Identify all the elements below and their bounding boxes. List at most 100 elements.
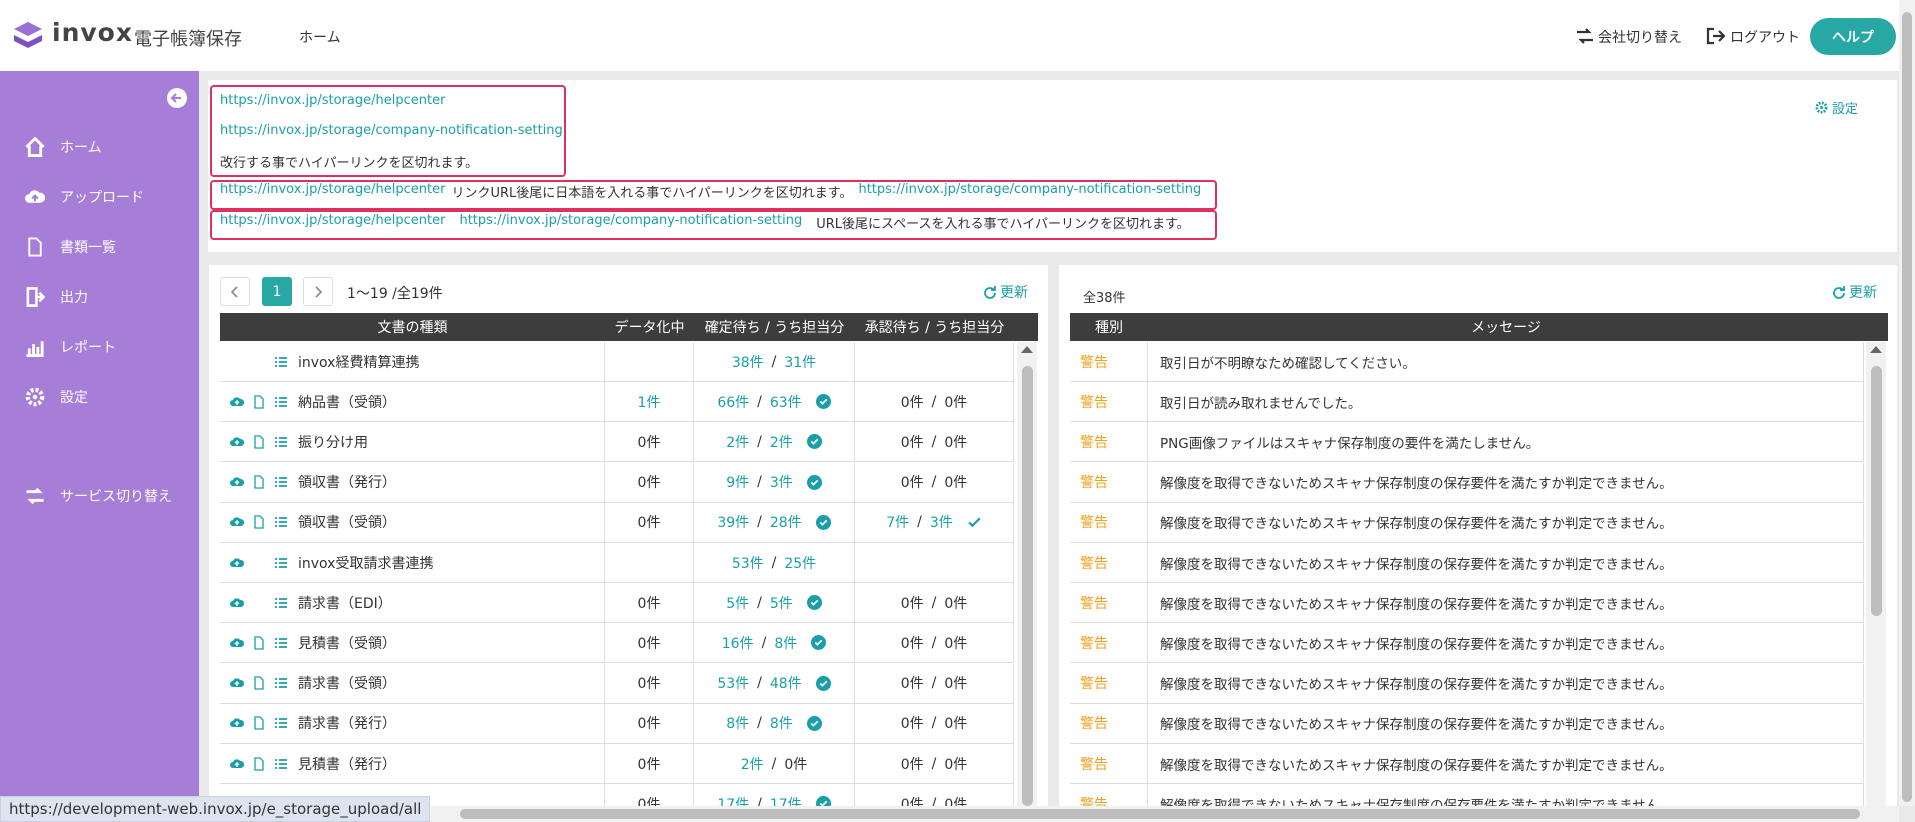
logout[interactable]: ログアウト (1730, 30, 1800, 46)
count[interactable]: 53件 (717, 676, 750, 693)
document-name[interactable]: 見積書（受領） (298, 635, 396, 652)
sidebar-item[interactable]: 書類一覧 (24, 237, 116, 257)
settings-link[interactable]: 設定 (1815, 98, 1858, 117)
upload-icon[interactable] (230, 716, 244, 730)
confirm-cell: 39件 / 28件 (694, 502, 855, 542)
notice-link[interactable]: https://invox.jp/storage/helpcenter (220, 213, 446, 228)
sidebar-item[interactable]: サービス切り替え (24, 486, 172, 506)
list-icon[interactable] (274, 395, 288, 409)
list-icon[interactable] (274, 676, 288, 690)
document-name[interactable]: 領収書（発行） (298, 475, 396, 492)
doc-icon[interactable] (252, 435, 266, 449)
count[interactable]: 53件 (731, 555, 764, 572)
doc-icon[interactable] (252, 756, 266, 771)
upload-icon[interactable] (230, 475, 244, 489)
list-icon[interactable] (274, 757, 288, 771)
doc-icon[interactable] (252, 636, 266, 650)
sidebar-item[interactable]: レポート (24, 337, 116, 357)
document-name[interactable]: 請求書（EDI） (298, 595, 392, 612)
count[interactable]: 31件 (784, 354, 817, 371)
sidebar-item[interactable]: 出力 (24, 287, 88, 307)
count[interactable]: 66件 (717, 394, 750, 411)
count[interactable]: 7件 (886, 515, 910, 532)
document-name[interactable]: 請求書（発行） (298, 716, 396, 733)
refresh-button[interactable]: 更新 (1832, 282, 1877, 302)
count[interactable]: 8件 (774, 635, 798, 652)
table-row: 警告 解像度を取得できないためスキャナ保存制度の保存要件を満たすか判定できません。 (1070, 543, 1864, 583)
doc-icon[interactable] (252, 395, 266, 409)
upload-icon[interactable] (230, 395, 244, 409)
document-name[interactable]: 納品書（受領） (298, 394, 396, 411)
document-name[interactable]: 振り分け用 (298, 434, 368, 451)
sidebar-item[interactable]: ホーム (24, 137, 102, 157)
document-name[interactable]: 請求書（受領） (298, 676, 396, 693)
document-name[interactable]: invox受取請求書連携 (298, 555, 434, 572)
count[interactable]: 5件 (726, 595, 750, 612)
count[interactable]: 8件 (726, 716, 750, 733)
upload-icon[interactable] (230, 676, 244, 690)
processing-cell: 0件 (605, 663, 694, 703)
doc-icon[interactable] (252, 475, 266, 489)
count[interactable]: 2件 (740, 756, 764, 773)
list-icon[interactable] (274, 475, 288, 489)
message-text: 解像度を取得できないためスキャナ保存制度の保存要件を満たすか判定できません。 (1148, 784, 1864, 806)
count[interactable]: 39件 (717, 515, 750, 532)
count[interactable]: 16件 (721, 635, 754, 652)
count[interactable]: 1件 (637, 394, 661, 411)
nav-home[interactable]: ホーム (299, 30, 341, 46)
count[interactable]: 2件 (769, 434, 793, 451)
upload-icon[interactable] (230, 435, 244, 449)
count[interactable]: 3件 (769, 475, 793, 492)
document-name[interactable]: 見積書（発行） (298, 756, 396, 773)
upload-icon[interactable] (230, 596, 244, 610)
name-cell: 見積書（受領） (220, 623, 605, 663)
notice-link[interactable]: https://invox.jp/storage/company-notific… (220, 123, 563, 138)
doc-icon[interactable] (252, 676, 266, 690)
upload-icon[interactable] (230, 515, 244, 529)
count[interactable]: 25件 (784, 555, 817, 572)
notice-link[interactable]: https://invox.jp/storage/company-notific… (459, 213, 803, 228)
list-icon[interactable] (274, 596, 288, 610)
icon (275, 678, 287, 688)
sidebar-item[interactable]: アップロード (24, 187, 144, 207)
count[interactable]: 38件 (731, 354, 764, 371)
document-name[interactable]: invox経費精算連携 (298, 354, 420, 371)
refresh-button[interactable]: 更新 (983, 282, 1028, 302)
count[interactable]: 48件 (769, 676, 802, 693)
count[interactable]: 63件 (769, 394, 802, 411)
pager-button[interactable] (220, 277, 250, 306)
pager-current[interactable]: 1 (262, 277, 292, 306)
upload-icon[interactable] (230, 556, 244, 570)
count[interactable]: 2件 (726, 434, 750, 451)
spacer (199, 71, 1899, 80)
count[interactable]: 9件 (726, 475, 750, 492)
notice-link[interactable]: https://invox.jp/storage/helpcenter (220, 182, 446, 197)
count[interactable]: 17件 (717, 796, 750, 806)
icon (275, 718, 287, 729)
sidebar-item[interactable]: 設定 (24, 387, 88, 407)
switch-company[interactable]: 会社切り替え (1598, 30, 1682, 46)
count[interactable]: 17件 (769, 796, 802, 806)
count[interactable]: 3件 (929, 515, 953, 532)
upload-icon[interactable] (230, 636, 244, 650)
document-name[interactable]: 領収書（受領） (298, 515, 396, 532)
list-icon[interactable] (274, 435, 288, 449)
pager-button[interactable] (303, 277, 333, 306)
list-icon[interactable] (274, 636, 288, 650)
list-icon[interactable] (274, 355, 288, 369)
list-icon[interactable] (274, 556, 288, 570)
doc-icon[interactable] (252, 515, 266, 529)
collapse-button[interactable] (167, 88, 187, 108)
processing-cell (605, 342, 694, 381)
upload-icon[interactable] (230, 757, 244, 771)
list-icon[interactable] (274, 716, 288, 730)
count[interactable]: 8件 (769, 716, 793, 733)
list-icon[interactable] (274, 515, 288, 529)
count[interactable]: 28件 (769, 515, 802, 532)
help-button[interactable]: ヘルプ (1810, 18, 1896, 55)
notice-line: 改行する事でハイパーリンクを区切れます。 (220, 152, 478, 171)
notice-link[interactable]: https://invox.jp/storage/company-notific… (858, 182, 1202, 197)
notice-link[interactable]: https://invox.jp/storage/helpcenter (220, 93, 446, 108)
count[interactable]: 5件 (769, 595, 793, 612)
doc-icon[interactable] (252, 716, 266, 730)
